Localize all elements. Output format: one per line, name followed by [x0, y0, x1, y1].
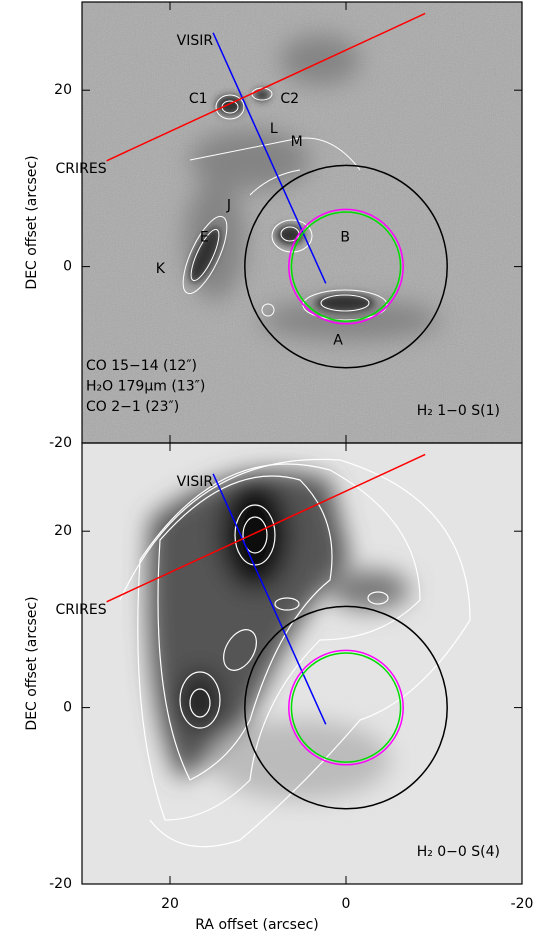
- source-label: L: [270, 121, 278, 137]
- source-label: E: [200, 229, 209, 245]
- panel-label: H₂ 0−0 S(4): [417, 844, 500, 860]
- source-label: B: [340, 229, 350, 245]
- beam-circle: [290, 652, 402, 763]
- legend-entry: H₂O 179μm (13″): [86, 379, 205, 395]
- beam-circle: [244, 164, 448, 369]
- beam-circle: [288, 208, 404, 325]
- slit: [106, 453, 426, 603]
- slit: [106, 12, 426, 162]
- y-tick-label: 20: [54, 523, 72, 539]
- beam-circle: [288, 649, 404, 766]
- x-tick-label: -20: [511, 896, 534, 912]
- plot-frame: [81, 442, 523, 885]
- beam-circle: [290, 211, 402, 322]
- source-label: C1: [189, 91, 208, 107]
- source-label: A: [333, 333, 343, 349]
- beam-circle: [244, 605, 448, 810]
- y-tick-label: -20: [49, 876, 72, 892]
- y-axis-label: DEC offset (arcsec): [24, 596, 40, 730]
- source-label: C2: [280, 91, 299, 107]
- slit-label: VISIR: [177, 474, 214, 490]
- slit-label: CRIRES: [56, 161, 107, 177]
- h2-s1-image: [82, 2, 522, 443]
- x-tick-label: 20: [161, 896, 179, 912]
- overlay: [106, 12, 448, 369]
- source-label: K: [156, 261, 166, 277]
- legend-entry: CO 15−14 (12″): [86, 358, 197, 374]
- slit-label: CRIRES: [56, 602, 107, 618]
- legend-entry: CO 2−1 (23″): [86, 399, 179, 415]
- slit: [212, 32, 327, 284]
- slit: [212, 473, 327, 725]
- slit-label: VISIR: [177, 33, 214, 49]
- panel-label: H₂ 1−0 S(1): [417, 403, 500, 419]
- y-tick-label: 0: [63, 700, 72, 716]
- h2-s4-image: [82, 443, 522, 884]
- overlay: [106, 453, 448, 810]
- y-tick-label: 0: [63, 259, 72, 275]
- y-axis-label: DEC offset (arcsec): [24, 155, 40, 289]
- x-tick-label: 0: [342, 896, 351, 912]
- source-label: M: [291, 134, 303, 150]
- source-label: J: [226, 198, 231, 214]
- y-tick-label: -20: [49, 435, 72, 451]
- x-axis-label: RA offset (arcsec): [195, 917, 319, 933]
- y-tick-label: 20: [54, 82, 72, 98]
